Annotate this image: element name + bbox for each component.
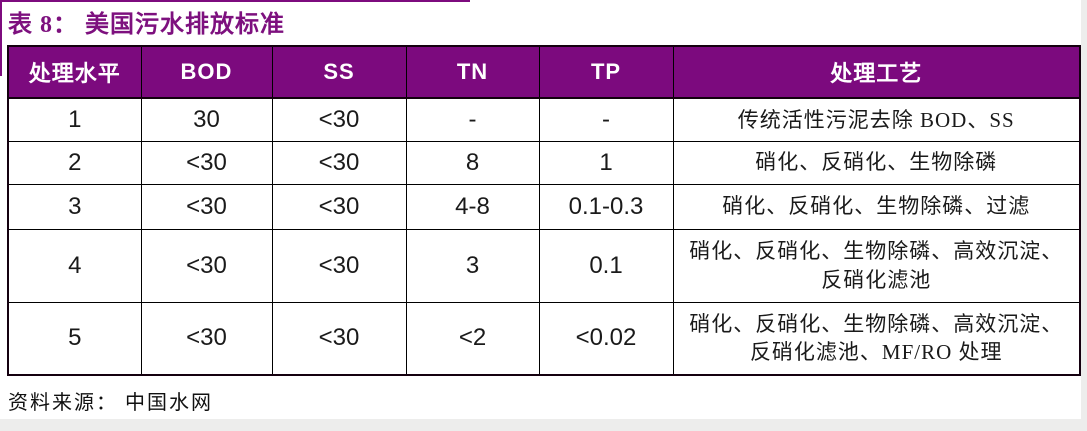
table-row: 1 30 <30 - - 传统活性污泥去除 BOD、SS	[7, 97, 1081, 142]
cell-tn: 4-8	[405, 183, 540, 230]
source-note: 资料来源： 中国水网	[8, 392, 213, 414]
cell-tp: 1	[538, 140, 674, 185]
table-row: 2 <30 <30 8 1 硝化、反硝化、生物除磷	[7, 140, 1081, 185]
col-header-process: 处理工艺	[672, 45, 1081, 99]
col-header-treatment-level: 处理水平	[7, 45, 142, 99]
col-header-ss: SS	[271, 45, 407, 99]
cell-tn: 3	[405, 228, 540, 303]
cell-tn: 8	[405, 140, 540, 185]
cell-tn: <2	[405, 301, 540, 376]
content-area: 表 8： 美国污水排放标准 处理水平 BOD SS TN TP 处理工艺	[0, 0, 1081, 419]
cell-bod: <30	[140, 301, 273, 376]
cell-bod: 30	[140, 97, 273, 142]
cell-tp: 0.1-0.3	[538, 183, 674, 230]
cell-bod: <30	[140, 183, 273, 230]
table-header: 处理水平 BOD SS TN TP 处理工艺	[7, 45, 1081, 99]
table-body: 1 30 <30 - - 传统活性污泥去除 BOD、SS 2 <30 <30 8…	[7, 97, 1081, 376]
cell-bod: <30	[140, 140, 273, 185]
cell-level: 4	[7, 228, 142, 303]
cell-level: 1	[7, 97, 142, 142]
cell-tp: 0.1	[538, 228, 674, 303]
header-row: 处理水平 BOD SS TN TP 处理工艺	[7, 45, 1081, 99]
cell-process: 硝化、反硝化、生物除磷	[672, 140, 1081, 185]
cell-ss: <30	[271, 97, 407, 142]
col-header-bod: BOD	[140, 45, 273, 99]
cell-level: 3	[7, 183, 142, 230]
cell-ss: <30	[271, 183, 407, 230]
cell-level: 2	[7, 140, 142, 185]
standards-table: 处理水平 BOD SS TN TP 处理工艺 1 30 <30 - - 传统活性…	[7, 45, 1081, 376]
cell-tn: -	[405, 97, 540, 142]
table-row: 5 <30 <30 <2 <0.02 硝化、反硝化、生物除磷、高效沉淀、反硝化滤…	[7, 301, 1081, 376]
left-purple-rule	[0, 0, 2, 76]
cell-level: 5	[7, 301, 142, 376]
cell-process: 传统活性污泥去除 BOD、SS	[672, 97, 1081, 142]
col-header-tp: TP	[538, 45, 674, 99]
table-row: 3 <30 <30 4-8 0.1-0.3 硝化、反硝化、生物除磷、过滤	[7, 183, 1081, 230]
table-row: 4 <30 <30 3 0.1 硝化、反硝化、生物除磷、高效沉淀、反硝化滤池	[7, 228, 1081, 303]
cell-bod: <30	[140, 228, 273, 303]
cell-tp: <0.02	[538, 301, 674, 376]
cell-ss: <30	[271, 228, 407, 303]
cell-tp: -	[538, 97, 674, 142]
top-purple-rule	[0, 0, 470, 2]
cell-ss: <30	[271, 301, 407, 376]
cell-ss: <30	[271, 140, 407, 185]
cell-process: 硝化、反硝化、生物除磷、高效沉淀、反硝化滤池	[672, 228, 1081, 303]
table-title: 表 8： 美国污水排放标准	[8, 12, 285, 38]
col-header-tn: TN	[405, 45, 540, 99]
cell-process: 硝化、反硝化、生物除磷、高效沉淀、反硝化滤池、MF/RO 处理	[672, 301, 1081, 376]
cell-process: 硝化、反硝化、生物除磷、过滤	[672, 183, 1081, 230]
